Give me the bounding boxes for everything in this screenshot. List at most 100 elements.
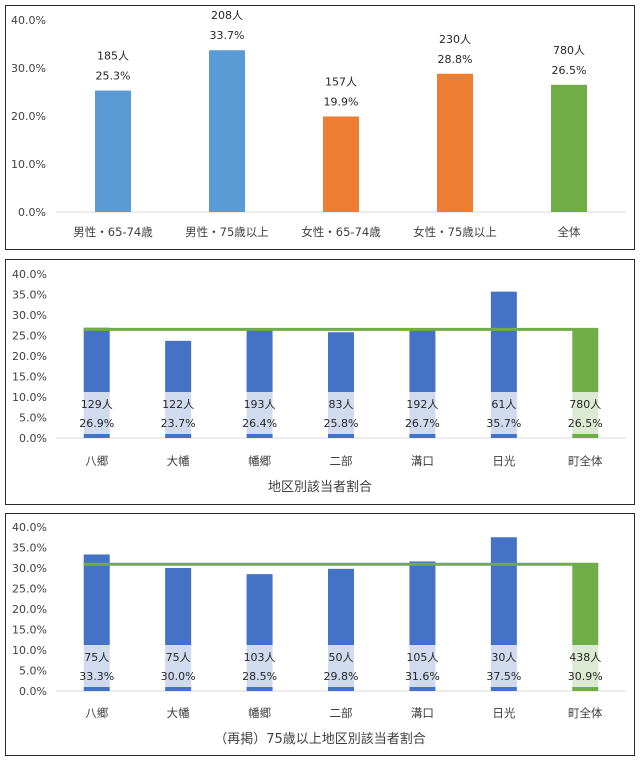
x-category-label: 二部 [330, 706, 353, 720]
y-tick-label: 15.0% [12, 624, 47, 637]
x-category-label: 大幡 [167, 454, 190, 468]
data-label-background [399, 392, 446, 434]
x-category-label: 大幡 [167, 706, 190, 720]
y-tick-label: 40.0% [12, 268, 47, 281]
data-label-percent: 35.7% [486, 417, 521, 430]
bar [551, 84, 587, 212]
chart-panel-sex-age: 0.0% 10.0% 20.0% 30.0% 40.0% 185人 25.3% 208人 33.… [5, 5, 635, 250]
bar [95, 90, 131, 212]
data-label-count: 30人 [491, 651, 516, 664]
data-label-percent: 37.5% [486, 670, 521, 683]
y-tick-label: 30.0% [12, 562, 47, 575]
data-label-percent: 26.9% [79, 417, 114, 430]
data-label-background [318, 645, 364, 687]
data-label-percent: 28.8% [438, 53, 473, 66]
y-tick-label: 35.0% [12, 289, 47, 302]
chart-title: （再掲）75歳以上地区別該当者割合 [214, 731, 426, 747]
data-label-count: 61人 [491, 398, 516, 411]
x-category-label: 男性・75歳以上 [185, 225, 269, 239]
x-category-label: 八郷 [85, 454, 108, 468]
data-label-background [73, 645, 120, 687]
data-label-percent: 26.4% [242, 417, 277, 430]
data-label-count: 50人 [329, 651, 354, 664]
bar [209, 50, 245, 212]
data-label-count: 75人 [166, 651, 191, 664]
x-category-label: 女性・65-74歳 [301, 225, 381, 239]
data-label-count: 780人 [553, 44, 585, 57]
y-tick-label: 10.0% [12, 391, 47, 404]
data-label-background [480, 392, 527, 434]
x-category-label: 日光 [492, 706, 515, 720]
y-tick-label: 25.0% [12, 330, 47, 343]
x-category-label: 日光 [492, 454, 515, 468]
x-category-label: 幡郷 [248, 706, 271, 720]
y-tick-label: 20.0% [12, 603, 47, 616]
y-tick-label: 15.0% [12, 371, 47, 384]
data-label-percent: 26.7% [405, 417, 440, 430]
y-tick-label: 20.0% [11, 110, 46, 123]
data-label-percent: 33.3% [79, 670, 114, 683]
x-category-label: 町全体 [568, 454, 603, 468]
data-label-background [480, 645, 527, 687]
data-label-count: 780人 [569, 398, 601, 411]
data-label-count: 75人 [84, 651, 109, 664]
y-tick-label: 0.0% [18, 206, 46, 219]
x-category-label: 町全体 [568, 706, 603, 720]
data-label-background [562, 645, 609, 687]
data-label-background [399, 645, 446, 687]
chart-district: 0.0% 5.0% 10.0% 15.0% 20.0% 25.0% 30.0% 35.0% 40… [12, 268, 626, 495]
y-tick-label: 30.0% [11, 62, 46, 75]
data-label-percent: 30.9% [568, 670, 603, 683]
data-label-background [155, 392, 202, 434]
data-label-percent: 25.8% [324, 417, 359, 430]
y-tick-label: 25.0% [12, 583, 47, 596]
data-label-background [73, 392, 120, 434]
data-label-percent: 25.3% [96, 70, 131, 83]
data-label-count: 157人 [325, 75, 357, 88]
data-label-percent: 26.5% [552, 64, 587, 77]
x-category-label: 女性・75歳以上 [413, 225, 497, 239]
chart-district-75plus: 0.0% 5.0% 10.0% 15.0% 20.0% 25.0% 30.0% 35.0% 40… [12, 521, 626, 747]
data-label-count: 129人 [81, 398, 113, 411]
data-label-background [562, 392, 609, 434]
x-category-label: 男性・65-74歳 [73, 225, 153, 239]
y-tick-label: 5.0% [19, 665, 47, 678]
y-tick-label: 20.0% [12, 350, 47, 363]
data-label-count: 122人 [162, 398, 194, 411]
y-tick-label: 0.0% [19, 685, 47, 698]
y-tick-label: 10.0% [11, 158, 46, 171]
data-label-percent: 26.5% [568, 417, 603, 430]
data-label-count: 83人 [329, 398, 354, 411]
data-label-background [318, 392, 364, 434]
data-label-count: 103人 [244, 651, 276, 664]
data-label-percent: 29.8% [324, 670, 359, 683]
data-label-count: 438人 [569, 651, 601, 664]
y-tick-label: 5.0% [19, 412, 47, 425]
x-category-label: 溝口 [411, 454, 434, 468]
x-category-label: 全体 [558, 225, 581, 239]
y-tick-label: 0.0% [19, 432, 47, 445]
data-label-percent: 23.7% [161, 417, 196, 430]
data-label-count: 230人 [439, 33, 471, 46]
x-category-label: 八郷 [85, 706, 108, 720]
y-tick-label: 30.0% [12, 309, 47, 322]
y-tick-label: 40.0% [11, 14, 46, 27]
data-label-count: 192人 [406, 398, 438, 411]
bar [323, 116, 359, 212]
data-label-percent: 31.6% [405, 670, 440, 683]
x-category-label: 幡郷 [248, 454, 271, 468]
data-label-percent: 33.7% [210, 29, 245, 42]
chart-title: 地区別該当者割合 [268, 479, 372, 495]
y-tick-label: 35.0% [12, 542, 47, 555]
x-category-label: 溝口 [411, 706, 434, 720]
data-label-count: 105人 [406, 651, 438, 664]
chart-panel-district-75plus: 0.0% 5.0% 10.0% 15.0% 20.0% 25.0% 30.0% 35.0% 40… [5, 513, 635, 756]
data-label-background [236, 645, 283, 687]
chart-sex-age: 0.0% 10.0% 20.0% 30.0% 40.0% 185人 25.3% 208人 33.… [11, 9, 626, 239]
data-label-percent: 19.9% [324, 95, 359, 108]
data-label-count: 185人 [97, 50, 129, 63]
y-tick-label: 40.0% [12, 521, 47, 534]
data-label-count: 208人 [211, 9, 243, 22]
data-label-background [155, 645, 202, 687]
y-tick-label: 10.0% [12, 644, 47, 657]
